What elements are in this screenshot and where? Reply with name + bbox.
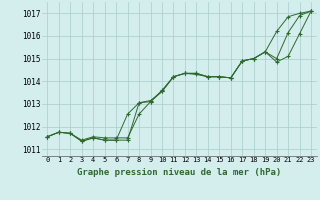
X-axis label: Graphe pression niveau de la mer (hPa): Graphe pression niveau de la mer (hPa) bbox=[77, 168, 281, 177]
